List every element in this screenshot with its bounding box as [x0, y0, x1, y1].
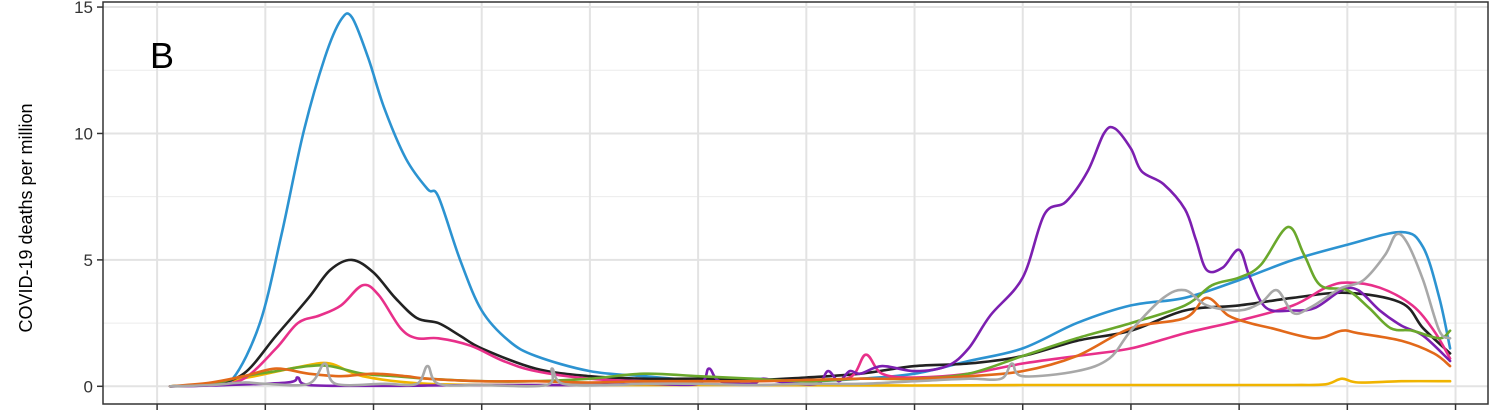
series-line: [168, 12, 1452, 388]
panel-label: B: [150, 35, 174, 76]
gridlines: [103, 2, 1488, 404]
panel-border: [102, 1, 1489, 405]
y-axis: 0 5 10 15: [74, 0, 103, 396]
series-line: [168, 258, 1452, 388]
y-tick-label: 5: [84, 251, 93, 270]
series-line: [168, 125, 1452, 388]
series-line: [168, 296, 1452, 388]
series-line: [168, 232, 1452, 388]
x-axis: [156, 404, 1457, 410]
series-line: [168, 225, 1452, 388]
y-tick-label: 0: [84, 377, 93, 396]
series-lines: [168, 12, 1452, 388]
y-tick-label: 15: [74, 0, 93, 17]
y-axis-title: COVID-19 deaths per million: [16, 103, 36, 332]
y-tick-label: 10: [74, 124, 93, 143]
x-grid-lines: [156, 2, 1457, 404]
